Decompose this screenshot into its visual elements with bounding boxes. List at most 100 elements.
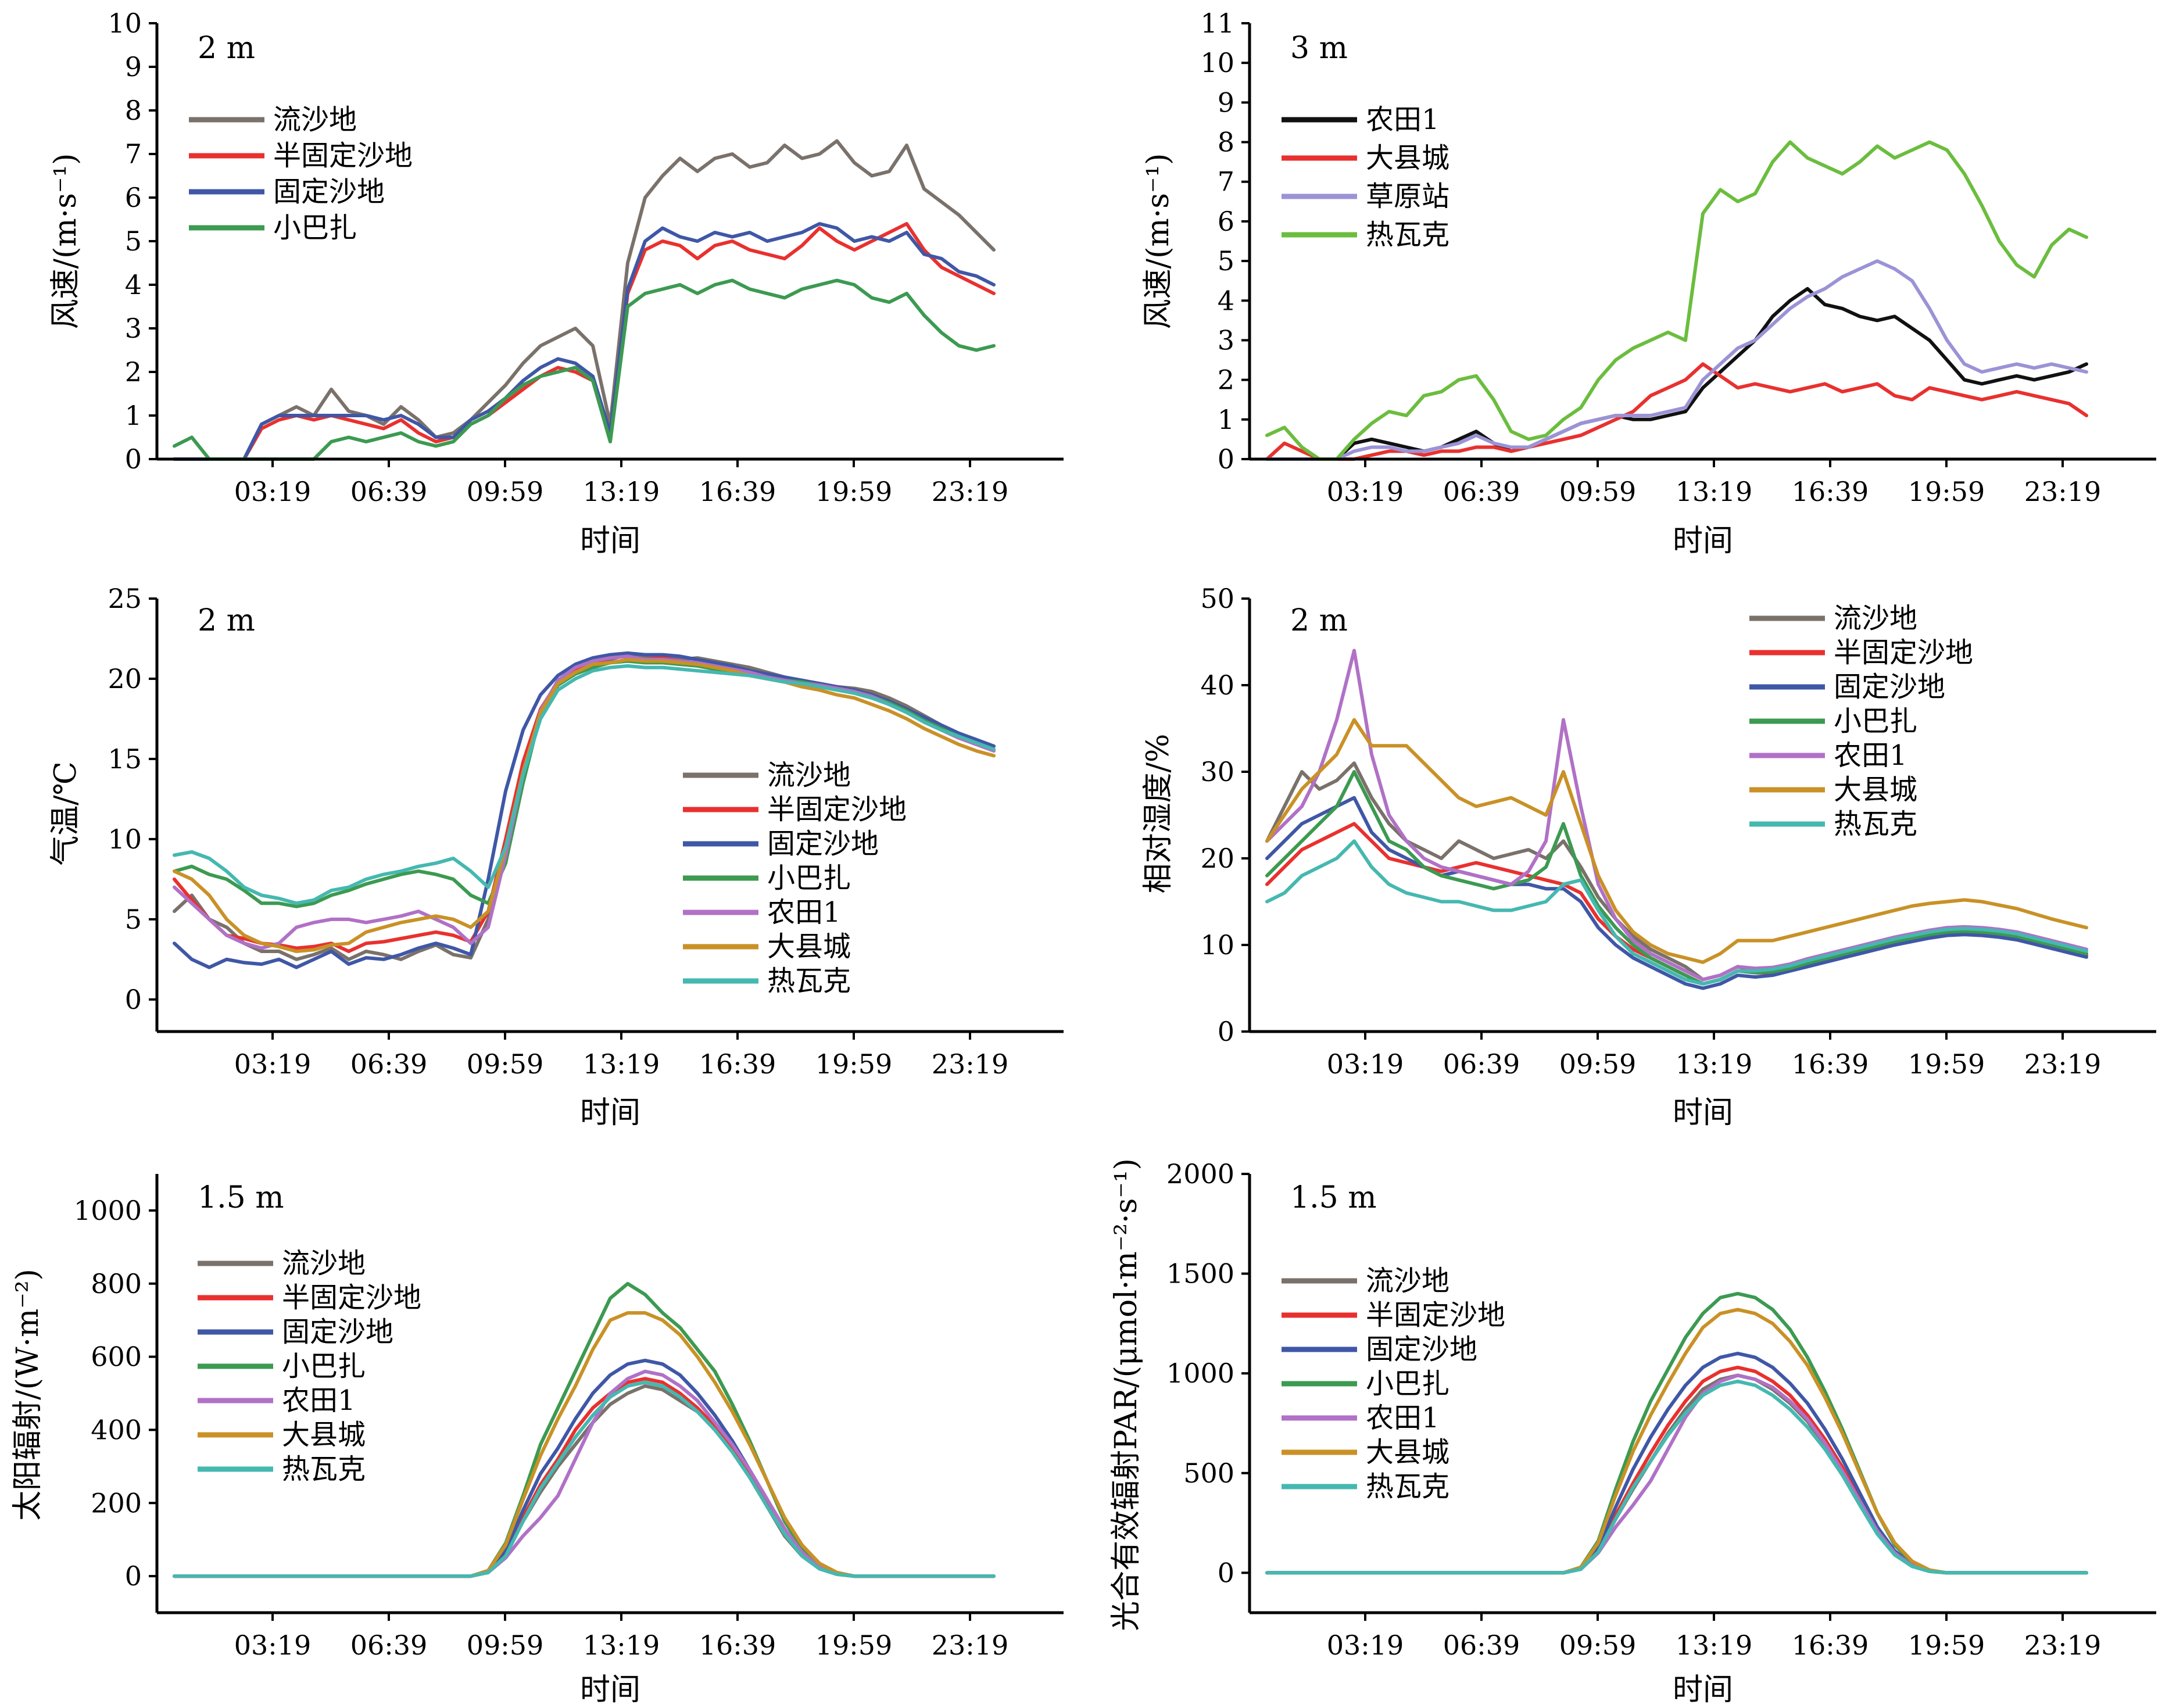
series-line-6: [1265, 839, 2088, 986]
legend-label: 热瓦克: [1366, 219, 1449, 251]
series-line-5: [1265, 718, 2088, 964]
y-tick-label: 2: [125, 356, 142, 388]
y-tick-label: 50: [1200, 583, 1234, 614]
series-line-6: [173, 664, 996, 905]
panel-title: 2 m: [198, 31, 255, 66]
legend-label: 流沙地: [767, 759, 851, 792]
series-line-0: [1265, 287, 2088, 461]
legend-label: 半固定沙地: [273, 139, 413, 172]
y-tick-label: 11: [1200, 8, 1234, 39]
x-tick-label: 06:39: [350, 476, 428, 507]
x-tick-label: 16:39: [699, 1048, 776, 1080]
x-tick-label: 06:39: [1443, 476, 1520, 507]
x-tick-label: 06:39: [1443, 1048, 1520, 1080]
panel-title: 3 m: [1290, 31, 1348, 66]
y-tick-label: 9: [1218, 87, 1234, 118]
x-tick-label: 23:19: [2024, 1630, 2102, 1661]
x-tick-label: 13:19: [583, 1048, 660, 1080]
x-axis-label: 时间: [580, 1673, 640, 1707]
legend-label: 小巴扎: [1366, 1367, 1449, 1400]
x-tick-label: 03:19: [1327, 476, 1404, 507]
panel-wind-3m: 0 1 2 3 4 5 6 7 8 9 10 11 03:19 06:39 09:59 13:19 16:39 1…: [1141, 8, 2156, 558]
y-tick-label: 10: [1200, 47, 1234, 78]
y-tick-label: 1: [125, 400, 142, 431]
series-line-1: [1265, 822, 2088, 986]
x-tick-label: 06:39: [350, 1630, 428, 1661]
x-tick-label: 19:59: [815, 1630, 893, 1661]
y-tick-label: 3: [1218, 324, 1234, 356]
legend-label: 大县城: [282, 1419, 366, 1451]
panel-title: 1.5 m: [1290, 1180, 1377, 1215]
x-axis-label: 时间: [1673, 1673, 1733, 1707]
legend-label: 农田1: [1366, 103, 1440, 136]
legend-label: 流沙地: [1366, 1265, 1449, 1297]
y-tick-label: 40: [1200, 669, 1234, 701]
y-tick-label: 10: [108, 823, 142, 855]
legend-label: 农田1: [767, 896, 841, 929]
legend-label: 半固定沙地: [282, 1281, 421, 1314]
y-tick-label: 2000: [1166, 1158, 1234, 1190]
legend-label: 小巴扎: [273, 212, 357, 244]
y-tick-label: 7: [1218, 166, 1234, 198]
legend-label: 农田1: [1834, 739, 1907, 772]
legend-label: 小巴扎: [282, 1350, 366, 1383]
legend-label: 固定沙地: [767, 828, 879, 860]
legend-label: 农田1: [282, 1384, 356, 1417]
x-tick-label: 23:19: [2024, 476, 2102, 507]
legend-label: 半固定沙地: [767, 793, 907, 826]
x-tick-label: 19:59: [1908, 476, 1985, 507]
panel-temperature-2m: 0 5 10 15 20 25 03:19 06:39 09:59 13:19 16:39 19:59…: [48, 583, 1064, 1130]
x-tick-label: 13:19: [1676, 476, 1753, 507]
y-tick-label: 500: [1183, 1458, 1234, 1489]
x-tick-label: 16:39: [699, 476, 776, 507]
x-tick-label: 09:59: [1559, 476, 1637, 507]
x-tick-label: 19:59: [815, 1048, 893, 1080]
series-line-3: [1265, 140, 2088, 461]
legend-label: 大县城: [767, 930, 851, 963]
legend-label: 流沙地: [273, 103, 357, 136]
x-tick-label: 23:19: [932, 1048, 1009, 1080]
x-tick-label: 03:19: [234, 1630, 312, 1661]
series-line-2: [1265, 796, 2088, 990]
legend-label: 大县城: [1366, 142, 1449, 174]
legend-label: 热瓦克: [282, 1453, 366, 1485]
series-line-6: [1265, 1379, 2088, 1575]
panel-title: 1.5 m: [198, 1180, 284, 1215]
legend-label: 固定沙地: [273, 176, 385, 208]
legend-label: 草原站: [1366, 180, 1449, 213]
x-tick-label: 19:59: [1908, 1630, 1985, 1661]
y-tick-label: 0: [125, 1560, 142, 1592]
y-tick-label: 1: [1218, 404, 1234, 435]
x-tick-label: 13:19: [1676, 1630, 1753, 1661]
legend-label: 半固定沙地: [1366, 1299, 1505, 1331]
x-tick-label: 19:59: [815, 476, 893, 507]
x-tick-label: 23:19: [932, 1630, 1009, 1661]
y-tick-label: 15: [108, 743, 142, 775]
legend-label: 热瓦克: [1834, 808, 1917, 840]
y-tick-label: 0: [125, 984, 142, 1015]
x-tick-label: 03:19: [1327, 1630, 1404, 1661]
y-axis-label: 光合有效辐射PAR/(μmol·m⁻²·s⁻¹): [1109, 1158, 1144, 1631]
panel-humidity-2m: 0 10 20 30 40 50 03:19 06:39 09:59 13:19 16:39 19:5…: [1141, 583, 2156, 1130]
y-tick-label: 5: [125, 904, 142, 935]
y-tick-label: 1500: [1166, 1258, 1234, 1290]
x-tick-label: 09:59: [467, 476, 544, 507]
y-tick-label: 4: [125, 269, 142, 300]
y-tick-label: 20: [1200, 843, 1234, 874]
series-line-2: [173, 222, 996, 461]
series-line-2: [1265, 259, 2088, 461]
y-tick-label: 10: [108, 8, 142, 39]
series-line-1: [173, 222, 996, 461]
y-axis-label: 相对湿度/%: [1141, 734, 1176, 894]
x-tick-label: 03:19: [1327, 1048, 1404, 1080]
x-axis-label: 时间: [580, 1095, 640, 1130]
x-tick-label: 23:19: [932, 476, 1009, 507]
legend-label: 大县城: [1366, 1436, 1449, 1469]
x-tick-label: 13:19: [1676, 1048, 1753, 1080]
x-tick-label: 16:39: [1792, 1048, 1869, 1080]
x-tick-label: 03:19: [234, 1048, 312, 1080]
y-tick-label: 7: [125, 138, 142, 170]
legend-label: 小巴扎: [767, 862, 851, 894]
legend-label: 流沙地: [1834, 602, 1917, 635]
x-tick-label: 06:39: [1443, 1630, 1520, 1661]
